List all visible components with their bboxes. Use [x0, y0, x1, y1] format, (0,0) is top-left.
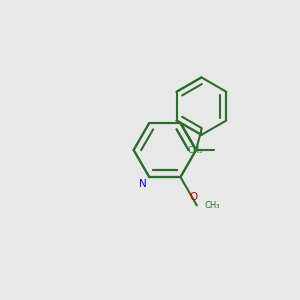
Text: N: N [140, 179, 147, 190]
Text: O: O [189, 192, 197, 202]
Text: CH₃: CH₃ [188, 146, 203, 154]
Text: CH₃: CH₃ [204, 201, 220, 210]
